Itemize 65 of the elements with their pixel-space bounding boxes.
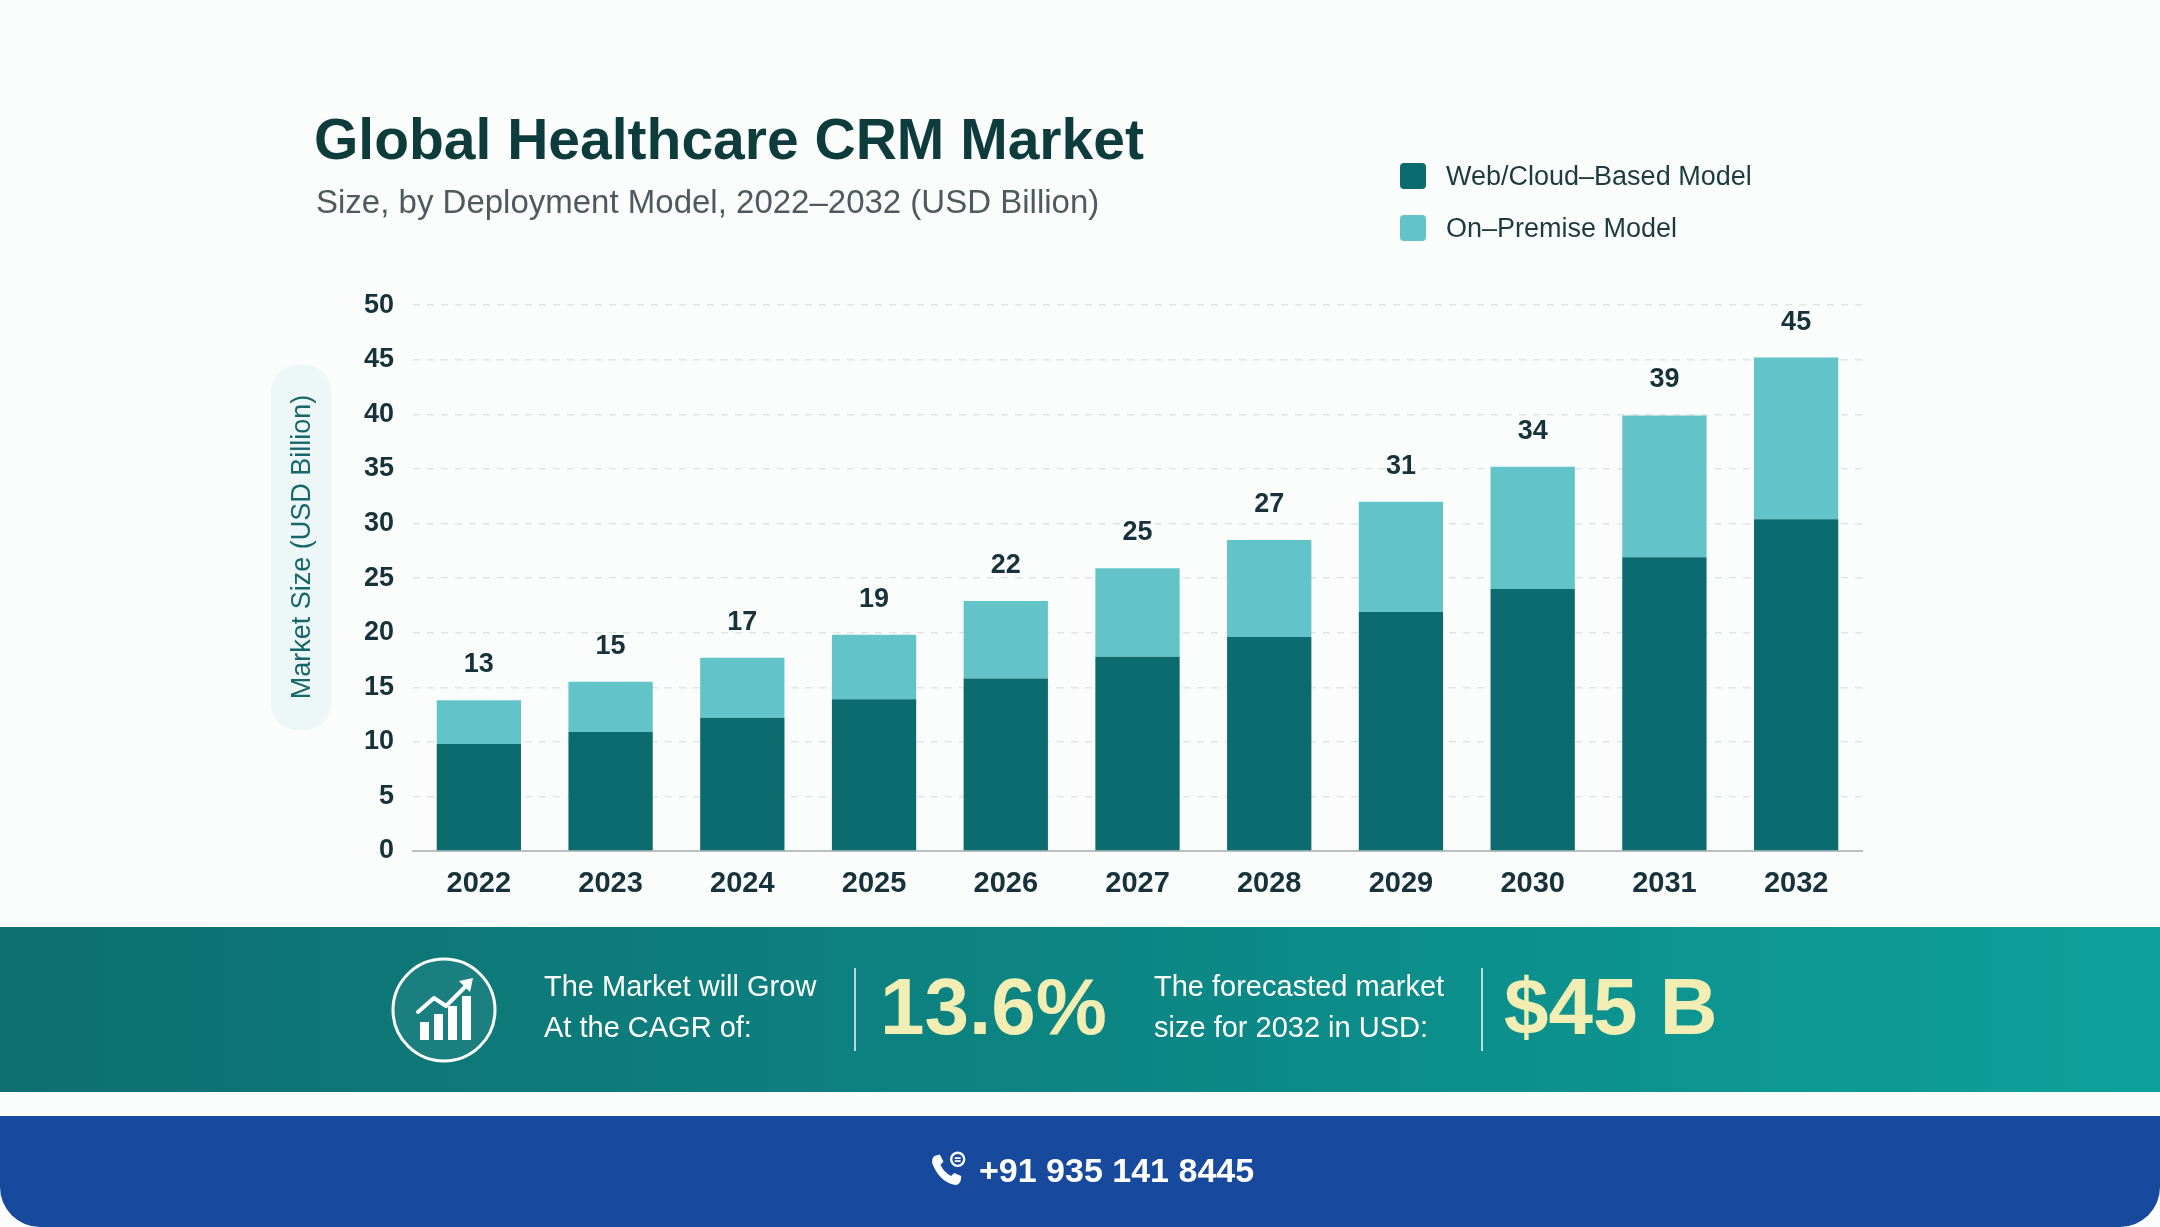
text: 13.6%	[880, 962, 1107, 1052]
total-label: 25	[1122, 516, 1153, 547]
total-label: 13	[463, 648, 494, 679]
bar	[1227, 637, 1312, 851]
y-tick-label: 45	[363, 343, 394, 374]
bar	[831, 634, 917, 700]
x-tick-label: 2030	[1500, 866, 1565, 899]
text: The Market will Grow At the CAGR of:	[544, 969, 818, 1045]
bar	[436, 744, 522, 851]
bar	[1490, 466, 1575, 590]
total-label: 19	[859, 582, 890, 613]
y-tick-label: 50	[363, 288, 394, 319]
chart-title: Global Healthcare CRM Market	[314, 106, 1144, 172]
bar	[1358, 611, 1444, 851]
total-label: 27	[1254, 487, 1285, 518]
bar	[1227, 539, 1312, 638]
bar	[1095, 656, 1180, 851]
x-tick-label: 2031	[1632, 866, 1697, 899]
x-tick-label: 2029	[1368, 866, 1434, 899]
x-tick-label: 2027	[1105, 866, 1170, 899]
y-tick-label: 5	[378, 779, 394, 810]
text: +91 935 141 8445	[979, 1150, 1255, 1191]
x-tick-label: 2024	[710, 866, 775, 899]
bar	[1622, 415, 1707, 558]
text: The forecasted market size for 2032 in USD:	[1154, 969, 1446, 1045]
x-tick-label: 2022	[446, 866, 512, 899]
total-label: 31	[1385, 449, 1416, 480]
y-tick-label: 35	[363, 452, 394, 483]
bar	[1095, 568, 1180, 657]
bar	[1753, 357, 1839, 520]
bar	[963, 678, 1048, 851]
text: $45 B	[1504, 962, 1718, 1052]
y-tick-label: 25	[363, 561, 394, 592]
bar	[1490, 589, 1575, 851]
total-label: 15	[595, 629, 626, 660]
bar	[700, 717, 785, 851]
x-tick-label: 2023	[578, 866, 643, 899]
y-tick-label: 15	[363, 670, 394, 701]
x-tick-label: 2032	[1763, 866, 1829, 899]
y-tick-label: 20	[363, 616, 394, 647]
total-label: 17	[727, 605, 758, 636]
total-label: 45	[1781, 305, 1812, 336]
bar	[700, 657, 785, 718]
y-tick-label: 30	[363, 506, 394, 537]
total-label: 34	[1517, 414, 1548, 445]
bar	[436, 700, 522, 745]
bar	[831, 699, 917, 851]
bar	[1753, 519, 1839, 851]
x-tick-label: 2026	[973, 866, 1039, 899]
y-axis-title: Market Size (USD Billion)	[286, 394, 317, 700]
bar	[1358, 501, 1444, 612]
y-tick-label: 10	[363, 725, 394, 756]
bar	[963, 601, 1048, 679]
bar	[568, 681, 653, 733]
x-tick-label: 2025	[841, 866, 907, 899]
legend-label: Web/Cloud–Based Model	[1446, 160, 1752, 192]
legend-label: On–Premise Model	[1446, 212, 1678, 244]
total-label: 39	[1649, 363, 1680, 394]
bar	[568, 732, 653, 851]
total-label: 22	[990, 549, 1021, 580]
x-tick-label: 2028	[1236, 866, 1302, 899]
y-tick-label: 40	[363, 397, 394, 428]
bar	[1622, 557, 1707, 851]
chart-subtitle: Size, by Deployment Model, 2022–2032 (USD Billion)	[316, 183, 1100, 221]
y-tick-label: 0	[378, 834, 394, 865]
